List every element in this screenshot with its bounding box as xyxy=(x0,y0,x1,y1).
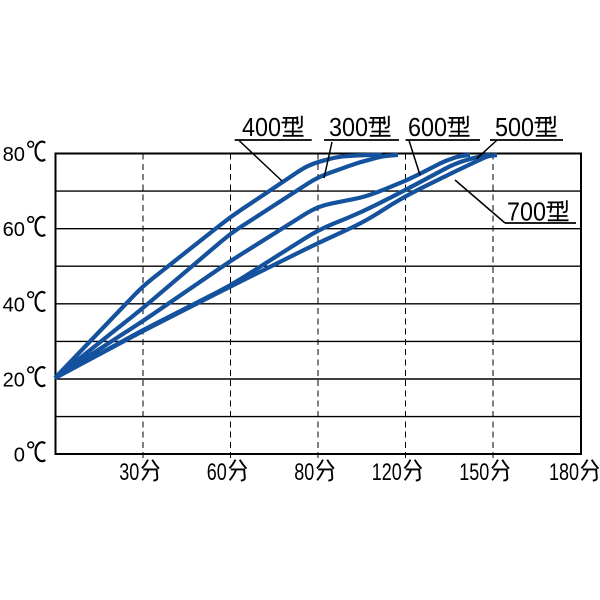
svg-text:60: 60 xyxy=(3,218,25,241)
svg-text:20: 20 xyxy=(3,369,25,392)
svg-text:30: 30 xyxy=(119,459,139,486)
svg-text:500: 500 xyxy=(495,112,534,142)
svg-text:40: 40 xyxy=(3,293,25,316)
svg-text:600: 600 xyxy=(408,112,447,142)
svg-text:150: 150 xyxy=(459,459,489,486)
svg-text:60: 60 xyxy=(207,459,227,486)
svg-text:400: 400 xyxy=(242,112,281,142)
svg-text:700: 700 xyxy=(507,197,546,227)
svg-text:80: 80 xyxy=(3,143,25,166)
svg-text:0: 0 xyxy=(14,444,25,467)
svg-text:300: 300 xyxy=(329,112,368,142)
svg-text:120: 120 xyxy=(372,459,402,486)
svg-text:180: 180 xyxy=(549,459,579,486)
svg-text:80: 80 xyxy=(294,459,314,486)
